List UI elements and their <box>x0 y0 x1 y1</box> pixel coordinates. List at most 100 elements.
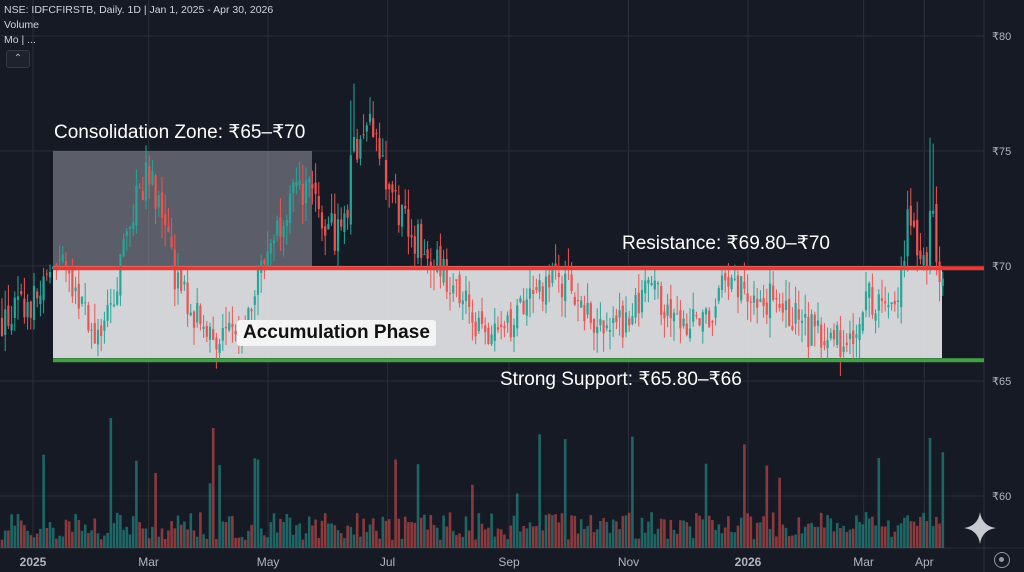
volume-bar <box>765 465 769 548</box>
volume-bar <box>83 524 87 548</box>
candle-body <box>400 204 404 227</box>
volume-bar <box>704 463 708 548</box>
time-tick-label: 2026 <box>735 555 762 569</box>
candle-body <box>618 309 621 318</box>
volume-bar <box>746 513 749 548</box>
volume-bar <box>247 530 250 548</box>
volume-bar <box>819 512 823 548</box>
candle-body <box>128 227 132 229</box>
candle-body <box>20 291 23 295</box>
candle-body <box>807 316 810 348</box>
candle-body <box>266 251 269 266</box>
candle-body <box>413 236 416 254</box>
candle-body <box>186 282 189 315</box>
candle-body <box>362 134 365 136</box>
volume-bar <box>442 515 445 548</box>
volume-bar <box>541 530 545 548</box>
candle-body <box>151 170 154 185</box>
volume-bar <box>0 539 4 548</box>
volume-bar <box>823 527 826 548</box>
volume-bar <box>387 519 391 548</box>
candle-body <box>138 187 141 189</box>
volume-bar <box>512 515 516 548</box>
volume-bar <box>125 526 129 548</box>
volume-bar <box>74 513 77 548</box>
candle-body <box>487 327 490 344</box>
volume-bar <box>138 522 141 548</box>
candle-body <box>42 276 45 301</box>
volume-bar <box>794 534 797 548</box>
candle-body <box>896 300 900 303</box>
volume-bar <box>51 527 55 548</box>
candle-body <box>404 205 407 209</box>
candle-body <box>496 327 500 330</box>
candle-body <box>164 214 167 226</box>
candle-body <box>893 301 896 305</box>
volume-bar <box>275 532 279 548</box>
candle-body <box>548 274 551 288</box>
volume-bar <box>35 533 39 548</box>
candle-body <box>74 287 77 292</box>
volume-bar <box>931 526 935 548</box>
volume-bar <box>346 525 349 548</box>
candle-body <box>493 323 496 341</box>
volume-bar <box>471 484 474 548</box>
chevron-up-icon[interactable]: ⌃ <box>6 50 30 68</box>
volume-bar <box>154 473 157 548</box>
candle-body <box>832 329 836 340</box>
volume-bar <box>199 512 202 548</box>
candle-body <box>695 315 698 317</box>
candle-body <box>416 224 420 258</box>
candle-body <box>756 298 759 308</box>
volume-bar <box>272 513 276 548</box>
volume-bar <box>810 522 813 548</box>
candle-body <box>740 276 743 301</box>
candle-body <box>560 283 564 298</box>
candle-body <box>384 159 388 190</box>
volume-bar <box>647 521 650 548</box>
candle-body <box>176 272 180 289</box>
candle-body <box>916 219 919 256</box>
candle-body <box>557 272 560 277</box>
volume-bar <box>643 532 647 548</box>
volume-bar <box>147 538 151 548</box>
volume-bar <box>826 515 829 548</box>
volume-bar <box>375 530 378 548</box>
volume-bar <box>736 525 740 548</box>
candle-body <box>928 210 932 270</box>
candle-body <box>189 312 192 316</box>
candle-body <box>541 286 544 302</box>
volume-bar <box>384 520 388 548</box>
volume-bar <box>231 516 234 548</box>
candle-body <box>525 299 528 316</box>
candle-body <box>157 195 160 208</box>
volume-bar <box>122 529 125 548</box>
settings-gear-icon[interactable] <box>994 552 1010 568</box>
candle-body <box>672 312 676 322</box>
candle-body <box>823 341 826 346</box>
candle-body <box>167 226 170 232</box>
candle-body <box>749 301 752 303</box>
volume-bar <box>419 517 423 548</box>
candle-body <box>890 302 893 305</box>
volume-bar <box>695 513 698 548</box>
volume-bar <box>103 535 106 548</box>
candle-body <box>144 162 148 201</box>
volume-bar <box>45 528 49 548</box>
volume-bar <box>173 528 177 548</box>
candle-body <box>660 285 663 316</box>
candle-body <box>909 205 912 226</box>
candle-body <box>653 280 656 290</box>
time-tick-label: 2025 <box>20 555 47 569</box>
volume-bars <box>0 418 945 548</box>
candle-body <box>87 305 90 331</box>
volume-bar <box>359 536 362 548</box>
volume-bar <box>256 459 260 548</box>
candle-body <box>336 219 340 252</box>
candle-body <box>592 318 596 333</box>
volume-bar <box>352 534 356 548</box>
candle-body <box>935 204 938 263</box>
candle-body <box>103 320 106 331</box>
candle-body <box>298 180 301 185</box>
